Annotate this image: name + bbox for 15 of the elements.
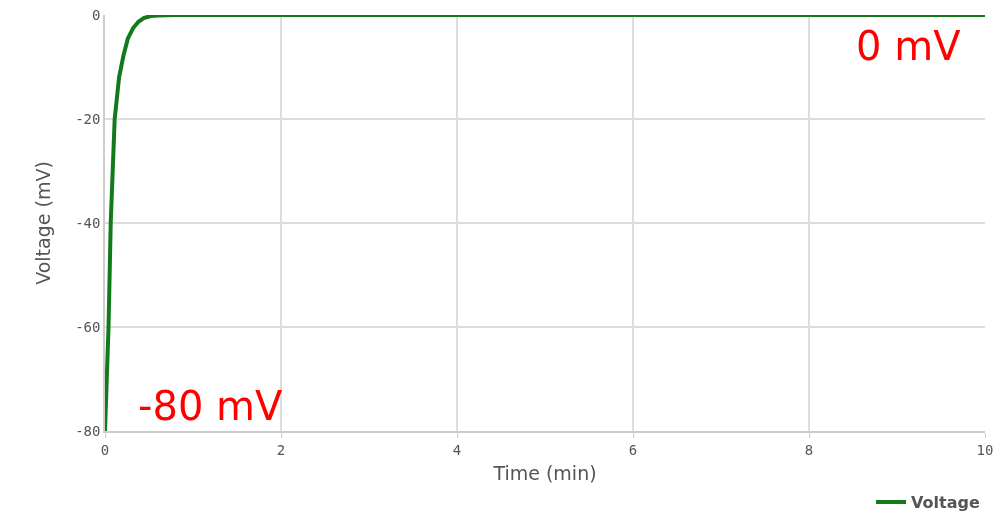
- y-axis-title: Voltage (mV): [31, 161, 54, 285]
- x-tick-label: 4: [452, 441, 462, 458]
- annotation: 0 mV: [856, 23, 962, 69]
- y-tick-label: -40: [75, 214, 101, 231]
- y-tick-label: 0: [92, 6, 101, 23]
- annotation: -80 mV: [138, 383, 284, 429]
- x-tick-label: 8: [804, 441, 814, 458]
- y-tick-label: -80: [75, 422, 101, 439]
- y-tick-label: -20: [75, 110, 101, 127]
- x-tick-label: 2: [276, 441, 286, 458]
- x-axis-title: Time (min): [492, 461, 597, 484]
- y-tick-label: -60: [75, 318, 101, 335]
- x-tick-label: 6: [628, 441, 638, 458]
- legend-label: Voltage: [911, 493, 980, 513]
- x-tick-label: 10: [976, 441, 994, 458]
